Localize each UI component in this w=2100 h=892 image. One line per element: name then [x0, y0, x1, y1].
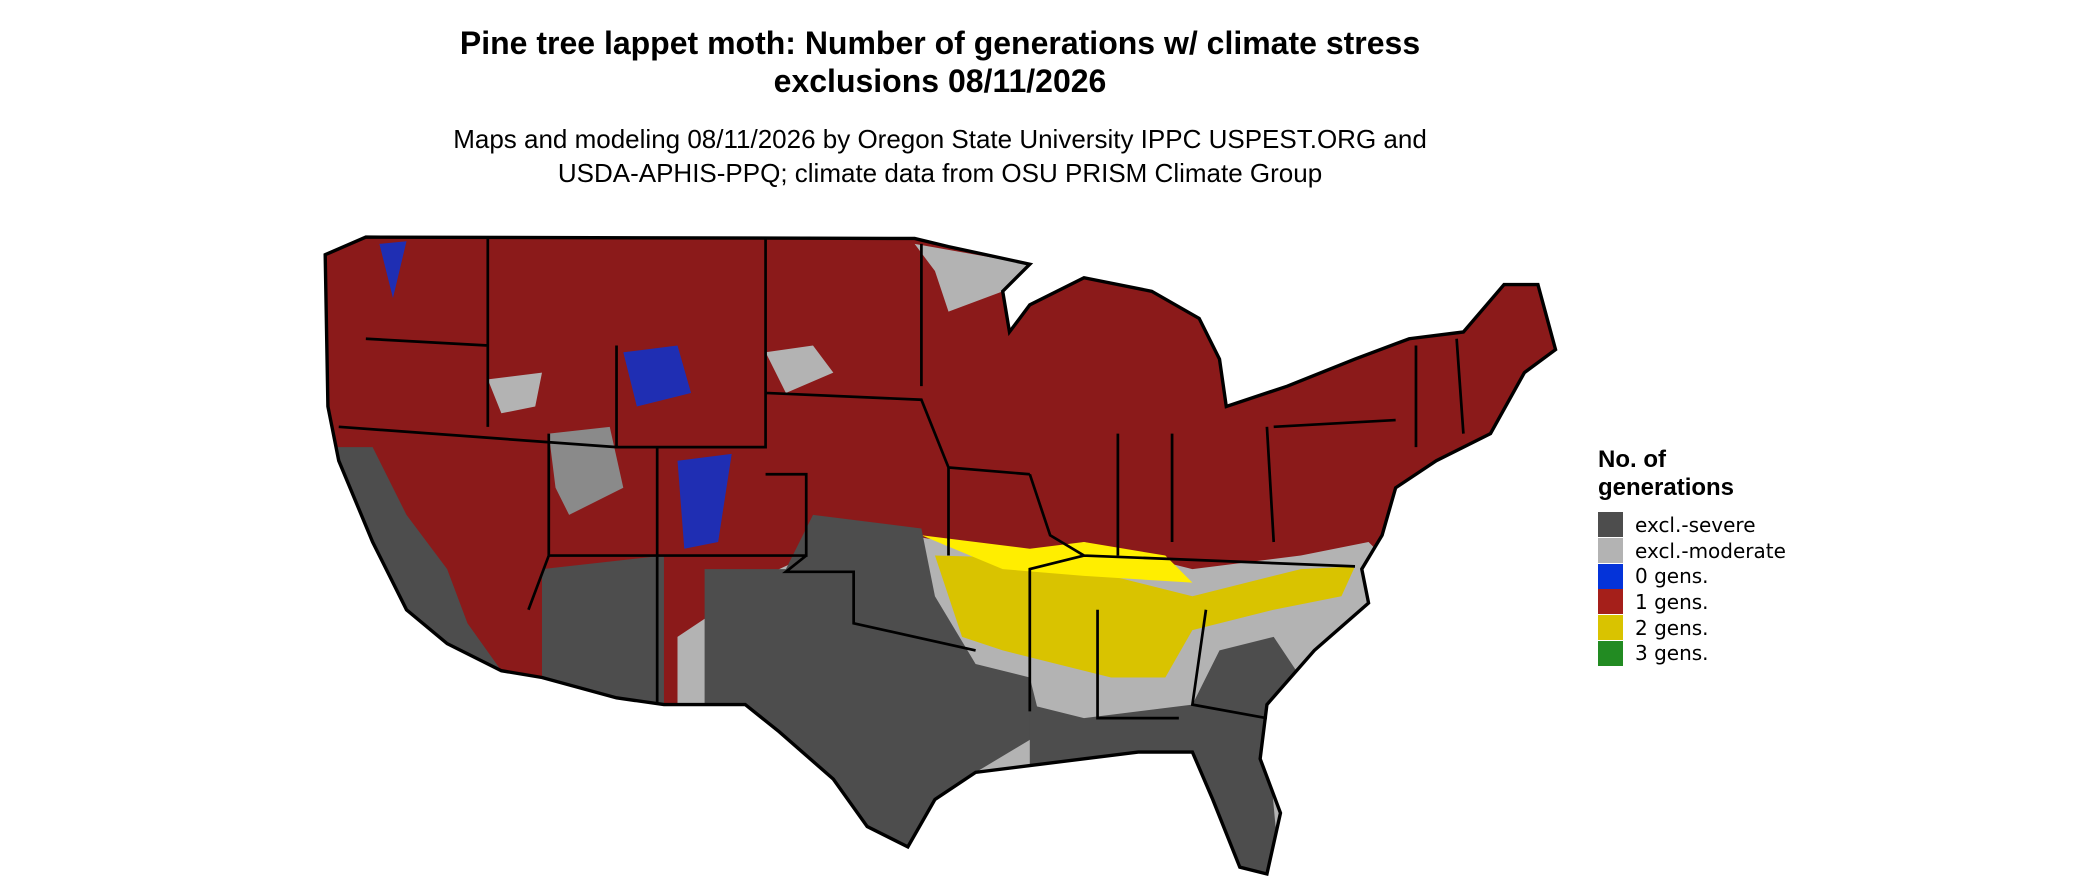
legend-item: excl.-severe	[1598, 512, 1786, 538]
legend-swatch	[1598, 589, 1623, 615]
map-title: Pine tree lappet moth: Number of generat…	[459, 25, 1421, 99]
legend-label: excl.-severe	[1635, 512, 1756, 537]
legend-item: 2 gens.	[1598, 615, 1786, 641]
legend-swatch	[1598, 640, 1623, 666]
legend-items: excl.-severe excl.-moderate 0 gens. 1 gens.…	[1598, 512, 1786, 666]
legend-item: 1 gens.	[1598, 589, 1786, 615]
legend-swatch	[1598, 538, 1623, 564]
map-subtitle: Maps and modeling 08/11/2026 by Oregon S…	[453, 124, 1427, 188]
legend-item: 0 gens.	[1598, 563, 1786, 589]
legend-label: 2 gens.	[1635, 615, 1709, 640]
legend: No. of generations excl.-severe excl.-mod…	[1598, 446, 1786, 666]
legend-swatch	[1598, 615, 1623, 641]
legend-label: 0 gens.	[1635, 564, 1709, 589]
map-body	[323, 235, 1558, 876]
legend-item: 3 gens.	[1598, 640, 1786, 666]
legend-item: excl.-moderate	[1598, 538, 1786, 564]
legend-label: excl.-moderate	[1635, 538, 1786, 563]
legend-title: No. of generations	[1598, 446, 1735, 501]
legend-label: 1 gens.	[1635, 589, 1709, 614]
legend-swatch	[1598, 563, 1623, 589]
legend-swatch	[1598, 512, 1623, 538]
legend-label: 3 gens.	[1635, 641, 1709, 666]
